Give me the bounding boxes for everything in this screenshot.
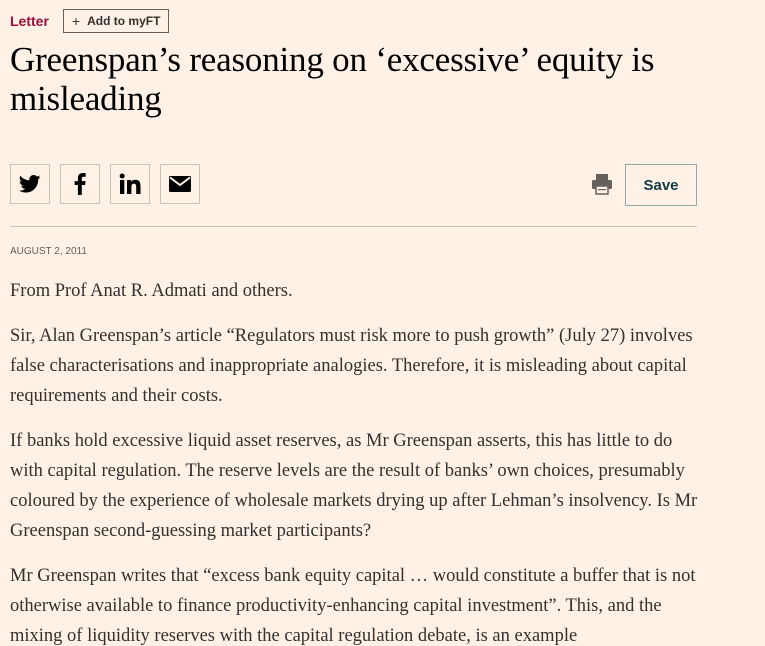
share-linkedin-button[interactable] (110, 164, 150, 204)
divider (10, 226, 697, 227)
print-icon (592, 174, 612, 195)
twitter-icon (19, 175, 41, 193)
share-bar (10, 164, 210, 204)
headline: Greenspan’s reasoning on ‘excessive’ equ… (10, 40, 655, 118)
article-paragraph: Sir, Alan Greenspan’s article “Regulator… (10, 326, 693, 406)
add-to-myft-label: Add to myFT (87, 14, 161, 28)
add-to-myft-button[interactable]: + Add to myFT (62, 9, 170, 33)
facebook-icon (74, 173, 86, 195)
share-facebook-button[interactable] (60, 164, 100, 204)
share-email-button[interactable] (160, 164, 200, 204)
plus-icon: + (71, 13, 81, 29)
publish-date: AUGUST 2, 2011 (10, 246, 87, 257)
article-tag[interactable]: Letter (10, 13, 49, 29)
article-paragraph: If banks hold excessive liquid asset res… (10, 431, 698, 541)
linkedin-icon (119, 173, 141, 194)
share-twitter-button[interactable] (10, 164, 50, 204)
article-paragraph: From Prof Anat R. Admati and others. (10, 281, 293, 301)
article-paragraph: Mr Greenspan writes that “excess bank eq… (10, 566, 696, 646)
article-body: From Prof Anat R. Admati and others. Sir… (10, 276, 705, 646)
email-icon (169, 176, 191, 192)
article-topline: Letter + Add to myFT (10, 8, 170, 34)
save-button[interactable]: Save (625, 164, 697, 206)
print-button[interactable] (591, 173, 613, 195)
